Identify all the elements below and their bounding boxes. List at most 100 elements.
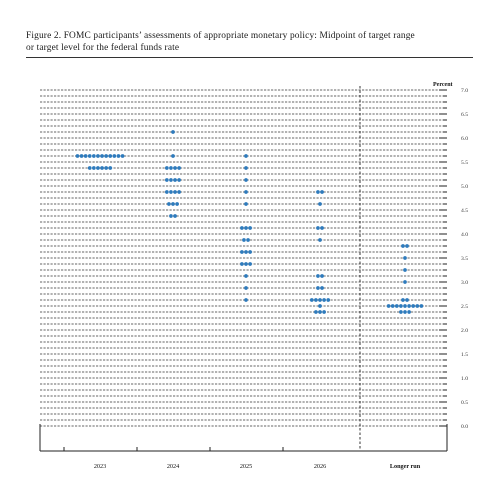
dot-longer-run [401,298,405,302]
dot-2024 [169,190,173,194]
y-tick-label: 2.5 [461,304,468,310]
y-tick-label: 4.5 [461,208,468,214]
y-axis-title: Percent [433,82,453,88]
dot-2024 [165,190,169,194]
dot-2024 [169,178,173,182]
dots-layer [75,130,424,314]
dot-2023 [79,154,84,158]
y-tick-label: 3.5 [461,256,468,262]
dot-2024 [169,214,173,218]
dot-2026 [316,286,320,290]
dot-2026 [316,274,320,278]
y-tick-label: 0.5 [461,400,468,406]
y-tick-label: 5.5 [461,160,468,166]
dot-2025 [242,238,246,242]
dot-2024 [177,166,181,170]
dot-longer-run [403,304,407,308]
figure-title-line-2: or target level for the federal funds ra… [26,43,180,53]
dot-2026 [322,310,326,314]
dot-2023 [108,166,113,170]
dot-2025 [244,190,248,194]
dot-longer-run [407,310,411,314]
dot-2023 [100,154,104,158]
dot-2025 [244,274,248,278]
dot-2024 [177,178,181,182]
dot-2026 [320,226,324,230]
dot-2026 [316,226,320,230]
dot-2023 [104,166,108,170]
dot-longer-run [394,304,399,308]
dot-2025 [244,202,248,206]
dot-longer-run [399,304,403,308]
dot-2023 [112,154,117,158]
y-tick-label: 3.0 [461,280,468,286]
label-layer: 0.0 0.5 1.0 1.5 2.0 2.5 3.0 3.5 4.0 4.5 5.0 5.5 6.0 6… [94,82,468,470]
y-tick-label: 0.0 [461,424,468,430]
dot-2025 [240,262,244,266]
dot-2024 [169,166,173,170]
x-category-label: Longer run [390,463,421,470]
dot-2023 [100,166,104,170]
y-tick-label: 1.0 [461,376,468,382]
dot-2023 [92,166,96,170]
title-divider [26,57,473,58]
dot-2023 [116,154,121,158]
dot-longer-run [401,244,405,248]
dot-longer-run [405,298,409,302]
dot-2024 [173,178,177,182]
dot-2025 [244,178,248,182]
dot-2026 [309,298,314,302]
dot-2026 [320,190,324,194]
axis-layer [39,86,448,452]
dot-2025 [248,226,252,230]
dot-2025 [248,250,252,254]
dot-2026 [318,304,322,308]
dot-2025 [244,262,248,266]
dot-2025 [240,226,244,230]
x-category-label: 2024 [167,463,179,470]
dot-2026 [316,190,320,194]
dot-2026 [320,286,324,290]
dot-2025 [246,238,250,242]
grid-layer [40,89,447,427]
dot-2023 [120,154,125,158]
dot-longer-run [407,304,411,308]
y-tick-label: 2.0 [461,328,468,334]
dot-2025 [244,250,248,254]
dot-2026 [318,238,322,242]
figure-title: Figure 2. FOMC participants’ assessments… [26,30,471,54]
y-tick-label: 6.0 [461,136,468,142]
dot-2023 [87,166,92,170]
dot-2025 [248,262,252,266]
y-tick-label: 1.5 [461,352,468,358]
dot-2024 [165,178,169,182]
dot-2023 [96,166,100,170]
dot-2023 [92,154,96,158]
dot-2026 [314,310,318,314]
dot-2026 [318,298,322,302]
dot-2023 [83,154,88,158]
dot-2026 [318,310,322,314]
dot-longer-run [403,268,407,272]
y-tick-label: 7.0 [461,88,468,94]
dot-2026 [318,202,322,206]
dot-2024 [165,166,169,170]
dot-longer-run [419,304,424,308]
dot-2024 [177,190,181,194]
dot-longer-run [386,304,391,308]
dot-2025 [240,250,244,254]
dot-2026 [314,298,318,302]
dot-2024 [171,130,175,134]
dot-2024 [171,154,175,158]
dot-2023 [87,154,92,158]
dot-2024 [175,202,179,206]
dot-2025 [244,166,248,170]
y-tick-label: 6.5 [461,112,468,118]
dot-longer-run [403,256,407,260]
dot-2025 [244,226,248,230]
dot-2025 [244,298,248,302]
dot-2025 [244,154,248,158]
dot-2023 [108,154,113,158]
dot-2024 [173,190,177,194]
